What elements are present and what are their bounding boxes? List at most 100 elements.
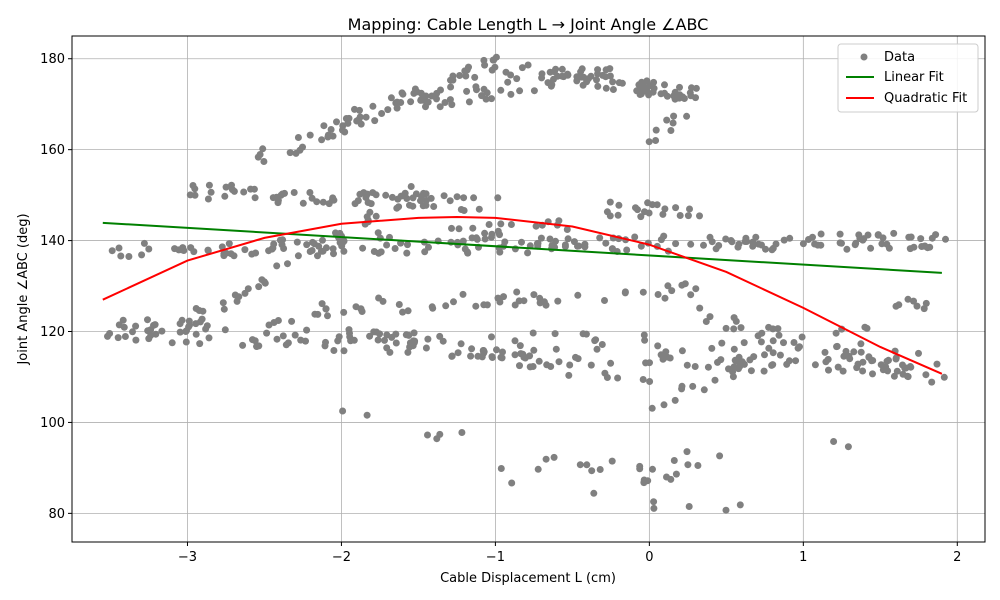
data-point: [407, 98, 415, 106]
data-point: [558, 65, 566, 73]
data-point: [448, 352, 456, 360]
data-point: [722, 324, 730, 332]
data-point: [639, 376, 647, 383]
linear-fit-line: [102, 221, 942, 274]
data-point: [641, 336, 649, 344]
data-point: [636, 465, 644, 473]
data-point: [342, 115, 350, 122]
data-point: [552, 345, 560, 353]
plot-frame: [71, 35, 986, 543]
data-point: [422, 344, 430, 352]
data-point: [736, 362, 744, 370]
data-point: [294, 252, 302, 260]
data-point: [649, 465, 656, 473]
data-point: [248, 250, 256, 258]
data-point: [427, 194, 435, 202]
data-point: [327, 126, 335, 133]
data-point: [760, 367, 768, 375]
data-point: [290, 189, 298, 196]
data-point: [515, 297, 523, 305]
data-point: [436, 332, 444, 340]
data-point: [345, 326, 353, 334]
data-point: [676, 212, 684, 219]
data-point: [538, 74, 546, 82]
data-point: [132, 336, 140, 344]
data-point: [587, 361, 595, 369]
data-point: [339, 126, 346, 134]
data-point: [704, 363, 712, 371]
data-point: [755, 240, 763, 248]
data-point: [297, 336, 305, 344]
data-point: [588, 467, 596, 475]
data-point: [410, 89, 418, 97]
data-point: [270, 319, 278, 326]
data-point: [318, 136, 326, 144]
data-point: [221, 326, 229, 334]
data-point: [671, 396, 679, 404]
data-point: [138, 251, 146, 259]
data-point: [576, 461, 584, 469]
data-point: [351, 105, 358, 113]
data-point: [279, 332, 287, 340]
data-point: [399, 90, 407, 98]
data-point: [615, 79, 623, 87]
data-point: [836, 230, 844, 238]
data-point: [329, 245, 337, 253]
data-point: [736, 501, 744, 509]
data-point: [493, 346, 500, 354]
data-point: [683, 448, 691, 456]
data-point: [892, 302, 900, 310]
data-point: [460, 207, 468, 214]
data-point: [449, 76, 457, 84]
data-point: [838, 239, 845, 247]
data-point: [360, 189, 368, 197]
data-point: [623, 246, 631, 254]
data-point: [460, 194, 468, 202]
data-point: [869, 370, 876, 378]
data-point: [405, 331, 413, 339]
data-point: [602, 84, 610, 92]
data-point: [657, 90, 665, 98]
data-point: [182, 338, 190, 346]
data-point: [291, 331, 299, 339]
data-point: [614, 211, 622, 219]
data-point: [436, 103, 444, 111]
data-point: [594, 66, 602, 74]
data-point: [552, 65, 560, 73]
data-point: [321, 342, 329, 350]
data-point: [672, 240, 680, 248]
data-point: [537, 234, 545, 242]
data-point: [602, 73, 610, 81]
y-tick-label: 120: [40, 325, 65, 340]
data-point: [526, 363, 534, 371]
data-point: [404, 307, 412, 315]
data-point: [508, 479, 516, 487]
data-point: [401, 189, 409, 197]
data-point: [504, 78, 512, 86]
data-point: [583, 78, 591, 86]
data-point: [654, 342, 662, 350]
data-point: [500, 293, 507, 301]
data-point: [132, 322, 140, 330]
data-point: [324, 312, 331, 320]
data-point: [393, 204, 401, 212]
data-point: [463, 87, 471, 95]
data-point: [207, 188, 215, 196]
data-point: [330, 347, 338, 354]
data-point: [329, 194, 337, 202]
data-point: [220, 250, 228, 258]
data-point: [671, 95, 679, 103]
data-point: [433, 435, 441, 443]
data-point: [609, 78, 617, 86]
data-point: [392, 339, 400, 347]
data-point: [183, 327, 190, 335]
data-point: [811, 361, 819, 369]
x-tick-label: −1: [486, 550, 505, 565]
data-point: [455, 225, 463, 233]
data-point: [308, 247, 316, 254]
data-point: [406, 343, 414, 351]
data-point: [516, 362, 523, 370]
data-point: [422, 201, 430, 209]
data-point: [387, 94, 395, 102]
data-point: [108, 247, 116, 255]
